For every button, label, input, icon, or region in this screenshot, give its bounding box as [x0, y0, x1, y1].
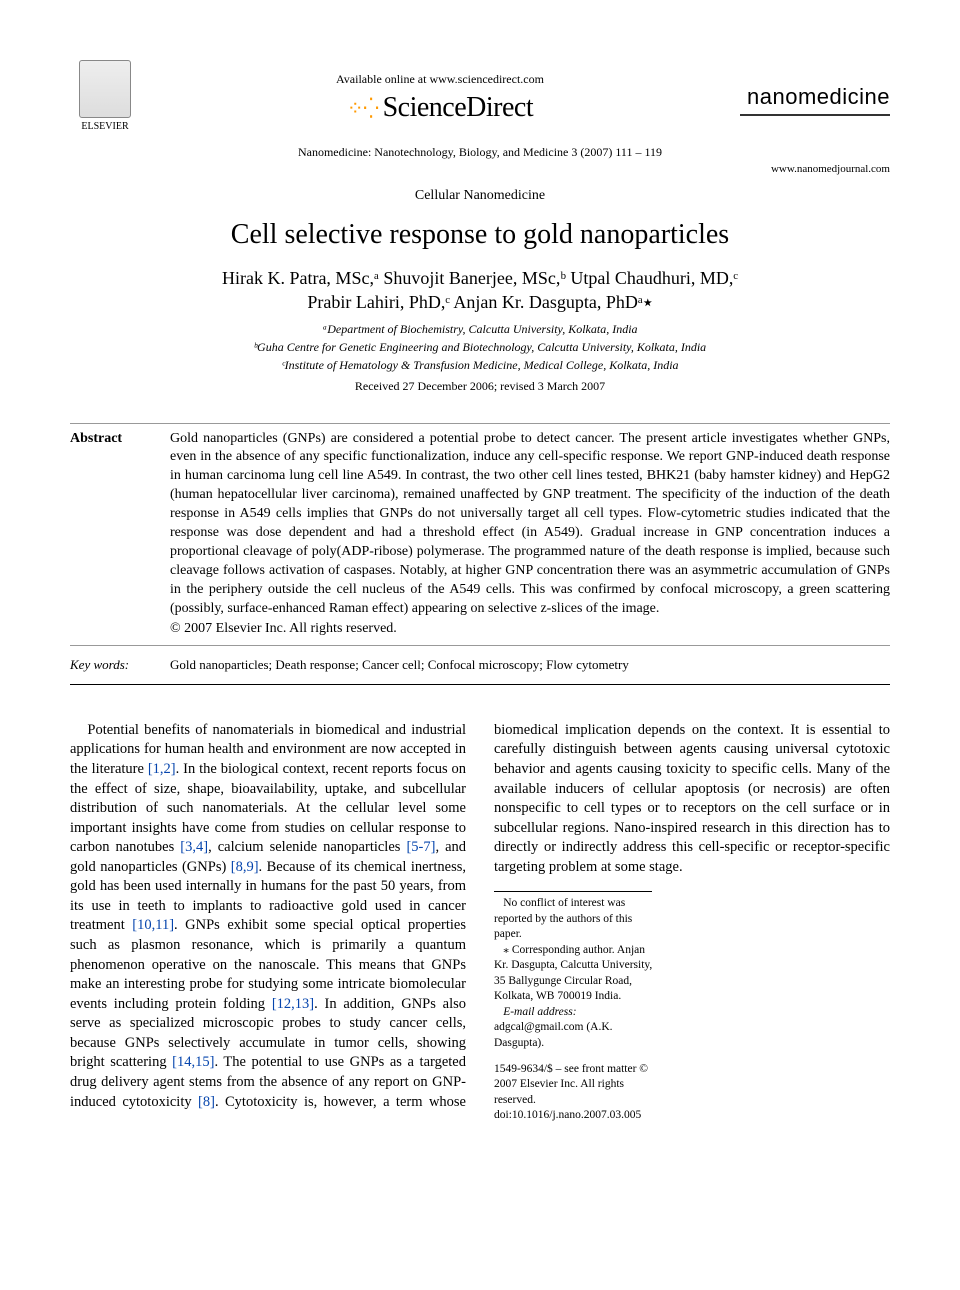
section-label: Cellular Nanomedicine: [70, 187, 890, 206]
doi-line: doi:10.1016/j.nano.2007.03.005: [494, 1108, 652, 1124]
affiliation-b: ᵇGuha Centre for Genetic Engineering and…: [254, 340, 706, 354]
abstract-label: Abstract: [70, 430, 170, 640]
body-para-1: Potential benefits of nanomaterials in b…: [70, 721, 890, 1124]
keywords-text: Gold nanoparticles; Death response; Canc…: [170, 656, 629, 674]
keywords-label: Key words:: [70, 656, 170, 674]
footnote-email: E-mail address: adgcal@gmail.com (A.K. D…: [494, 1005, 652, 1052]
ref-link[interactable]: [1,2]: [148, 761, 176, 777]
sciencedirect-logo: ⁘⁛ScienceDirect: [160, 89, 720, 127]
elsevier-logo: ELSEVIER: [70, 60, 140, 138]
keywords-row: Key words: Gold nanoparticles; Death res…: [70, 656, 890, 685]
ref-link[interactable]: [5-7]: [406, 839, 435, 855]
email-value: adgcal@gmail.com (A.K. Dasgupta).: [494, 1021, 613, 1049]
ref-link[interactable]: [12,13]: [272, 996, 314, 1012]
publisher-name: ELSEVIER: [81, 120, 128, 134]
doi-block: 1549-9634/$ – see front matter © 2007 El…: [494, 1062, 652, 1124]
journal-logo-block: nanomedicine: [740, 82, 890, 116]
journal-site-url: www.nanomedjournal.com: [70, 162, 890, 177]
journal-logo-underline: [740, 114, 890, 116]
journal-logo: nanomedicine: [740, 82, 890, 116]
footnote-corresponding: ⁎ Corresponding author. Anjan Kr. Dasgup…: [494, 943, 652, 1005]
issn-line: 1549-9634/$ – see front matter © 2007 El…: [494, 1062, 652, 1109]
authors: Hirak K. Patra, MSc,ᵃ Shuvojit Banerjee,…: [70, 266, 890, 315]
ref-link[interactable]: [14,15]: [172, 1054, 214, 1070]
elsevier-tree-icon: [79, 60, 131, 118]
authors-line-1: Hirak K. Patra, MSc,ᵃ Shuvojit Banerjee,…: [222, 268, 738, 288]
platform-header: Available online at www.sciencedirect.co…: [160, 71, 720, 127]
affiliation-c: ᶜInstitute of Hematology & Transfusion M…: [281, 358, 678, 372]
journal-logo-text: nanomedicine: [747, 84, 890, 109]
ref-link[interactable]: [8,9]: [231, 859, 259, 875]
paper-title: Cell selective response to gold nanopart…: [70, 216, 890, 254]
abstract-body: Gold nanoparticles (GNPs) are considered…: [170, 431, 890, 616]
platform-name: ScienceDirect: [383, 92, 534, 123]
email-label: E-mail address:: [503, 1006, 576, 1018]
affiliation-a: ᵃDepartment of Biochemistry, Calcutta Un…: [322, 322, 637, 336]
authors-line-2: Prabir Lahiri, PhD,ᶜ Anjan Kr. Dasgupta,…: [307, 292, 652, 312]
sd-dots-icon: ⁘⁛: [347, 96, 379, 123]
ref-link[interactable]: [10,11]: [132, 917, 174, 933]
abstract-copyright: © 2007 Elsevier Inc. All rights reserved…: [170, 620, 890, 639]
abstract-block: Abstract Gold nanoparticles (GNPs) are c…: [70, 423, 890, 647]
footnote-conflict: No conflict of interest was reported by …: [494, 896, 652, 943]
journal-reference: Nanomedicine: Nanotechnology, Biology, a…: [70, 144, 890, 160]
ref-link[interactable]: [8]: [198, 1094, 215, 1110]
affiliations: ᵃDepartment of Biochemistry, Calcutta Un…: [70, 320, 890, 374]
article-dates: Received 27 December 2006; revised 3 Mar…: [70, 378, 890, 394]
body-columns: Potential benefits of nanomaterials in b…: [70, 721, 890, 1124]
ref-link[interactable]: [3,4]: [180, 839, 208, 855]
body-text: , calcium selenide nanoparticles: [208, 839, 406, 855]
footnotes: No conflict of interest was reported by …: [494, 891, 652, 1123]
header: ELSEVIER Available online at www.science…: [70, 60, 890, 138]
available-online-text: Available online at www.sciencedirect.co…: [160, 71, 720, 87]
abstract-text: Gold nanoparticles (GNPs) are considered…: [170, 430, 890, 640]
